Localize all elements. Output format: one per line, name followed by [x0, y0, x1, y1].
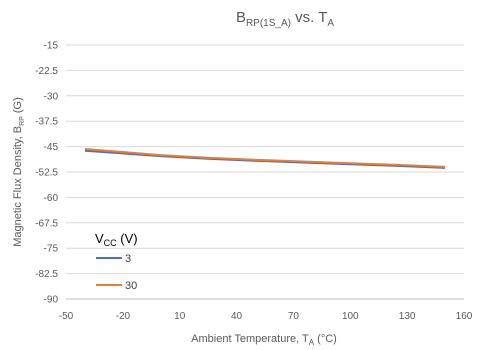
y-axis-ticks: -15 -22.5 -30 -37.5 -45 -52.5 -60 -67.5 -75 -82.5…: [35, 41, 58, 306]
y-tick-label: -60: [44, 193, 59, 204]
y-tick-label: -52.5: [35, 168, 58, 179]
y-tick-label: -45: [44, 142, 59, 153]
legend-title: VCC (V): [95, 231, 138, 248]
x-tick-label: 160: [456, 311, 473, 322]
x-tick-label: 130: [399, 311, 416, 322]
y-tick-label: -67.5: [35, 218, 58, 229]
legend-entry-label: 3: [125, 253, 131, 265]
legend: VCC (V) 3 30: [95, 231, 138, 292]
x-tick-label: -50: [59, 311, 74, 322]
legend-entry-label: 30: [125, 280, 137, 292]
y-tick-label: -37.5: [35, 117, 58, 128]
x-tick-label: 70: [288, 311, 300, 322]
y-tick-label: -90: [44, 295, 59, 306]
y-axis-label: Magnetic Flux Density, BRP (G): [12, 97, 26, 247]
x-tick-label: 40: [231, 311, 243, 322]
x-axis-ticks: -50 -20 10 40 70 100 130 160: [59, 311, 473, 322]
series-line-30: [84, 148, 446, 168]
x-tick-label: 100: [342, 311, 359, 322]
y-tick-label: -30: [44, 91, 59, 102]
x-tick-label: 10: [174, 311, 186, 322]
x-tick-label: -20: [116, 311, 131, 322]
y-tick-label: -75: [44, 244, 59, 255]
y-tick-label: -82.5: [35, 269, 58, 280]
y-tick-label: -22.5: [35, 66, 58, 77]
y-tick-label: -15: [44, 41, 59, 52]
gridlines: [66, 44, 464, 275]
x-axis-label: Ambient Temperature, TA (°C): [191, 333, 337, 347]
chart-title: BRP(1S_A) vs. TA: [236, 9, 334, 29]
series-lines: [84, 148, 446, 169]
